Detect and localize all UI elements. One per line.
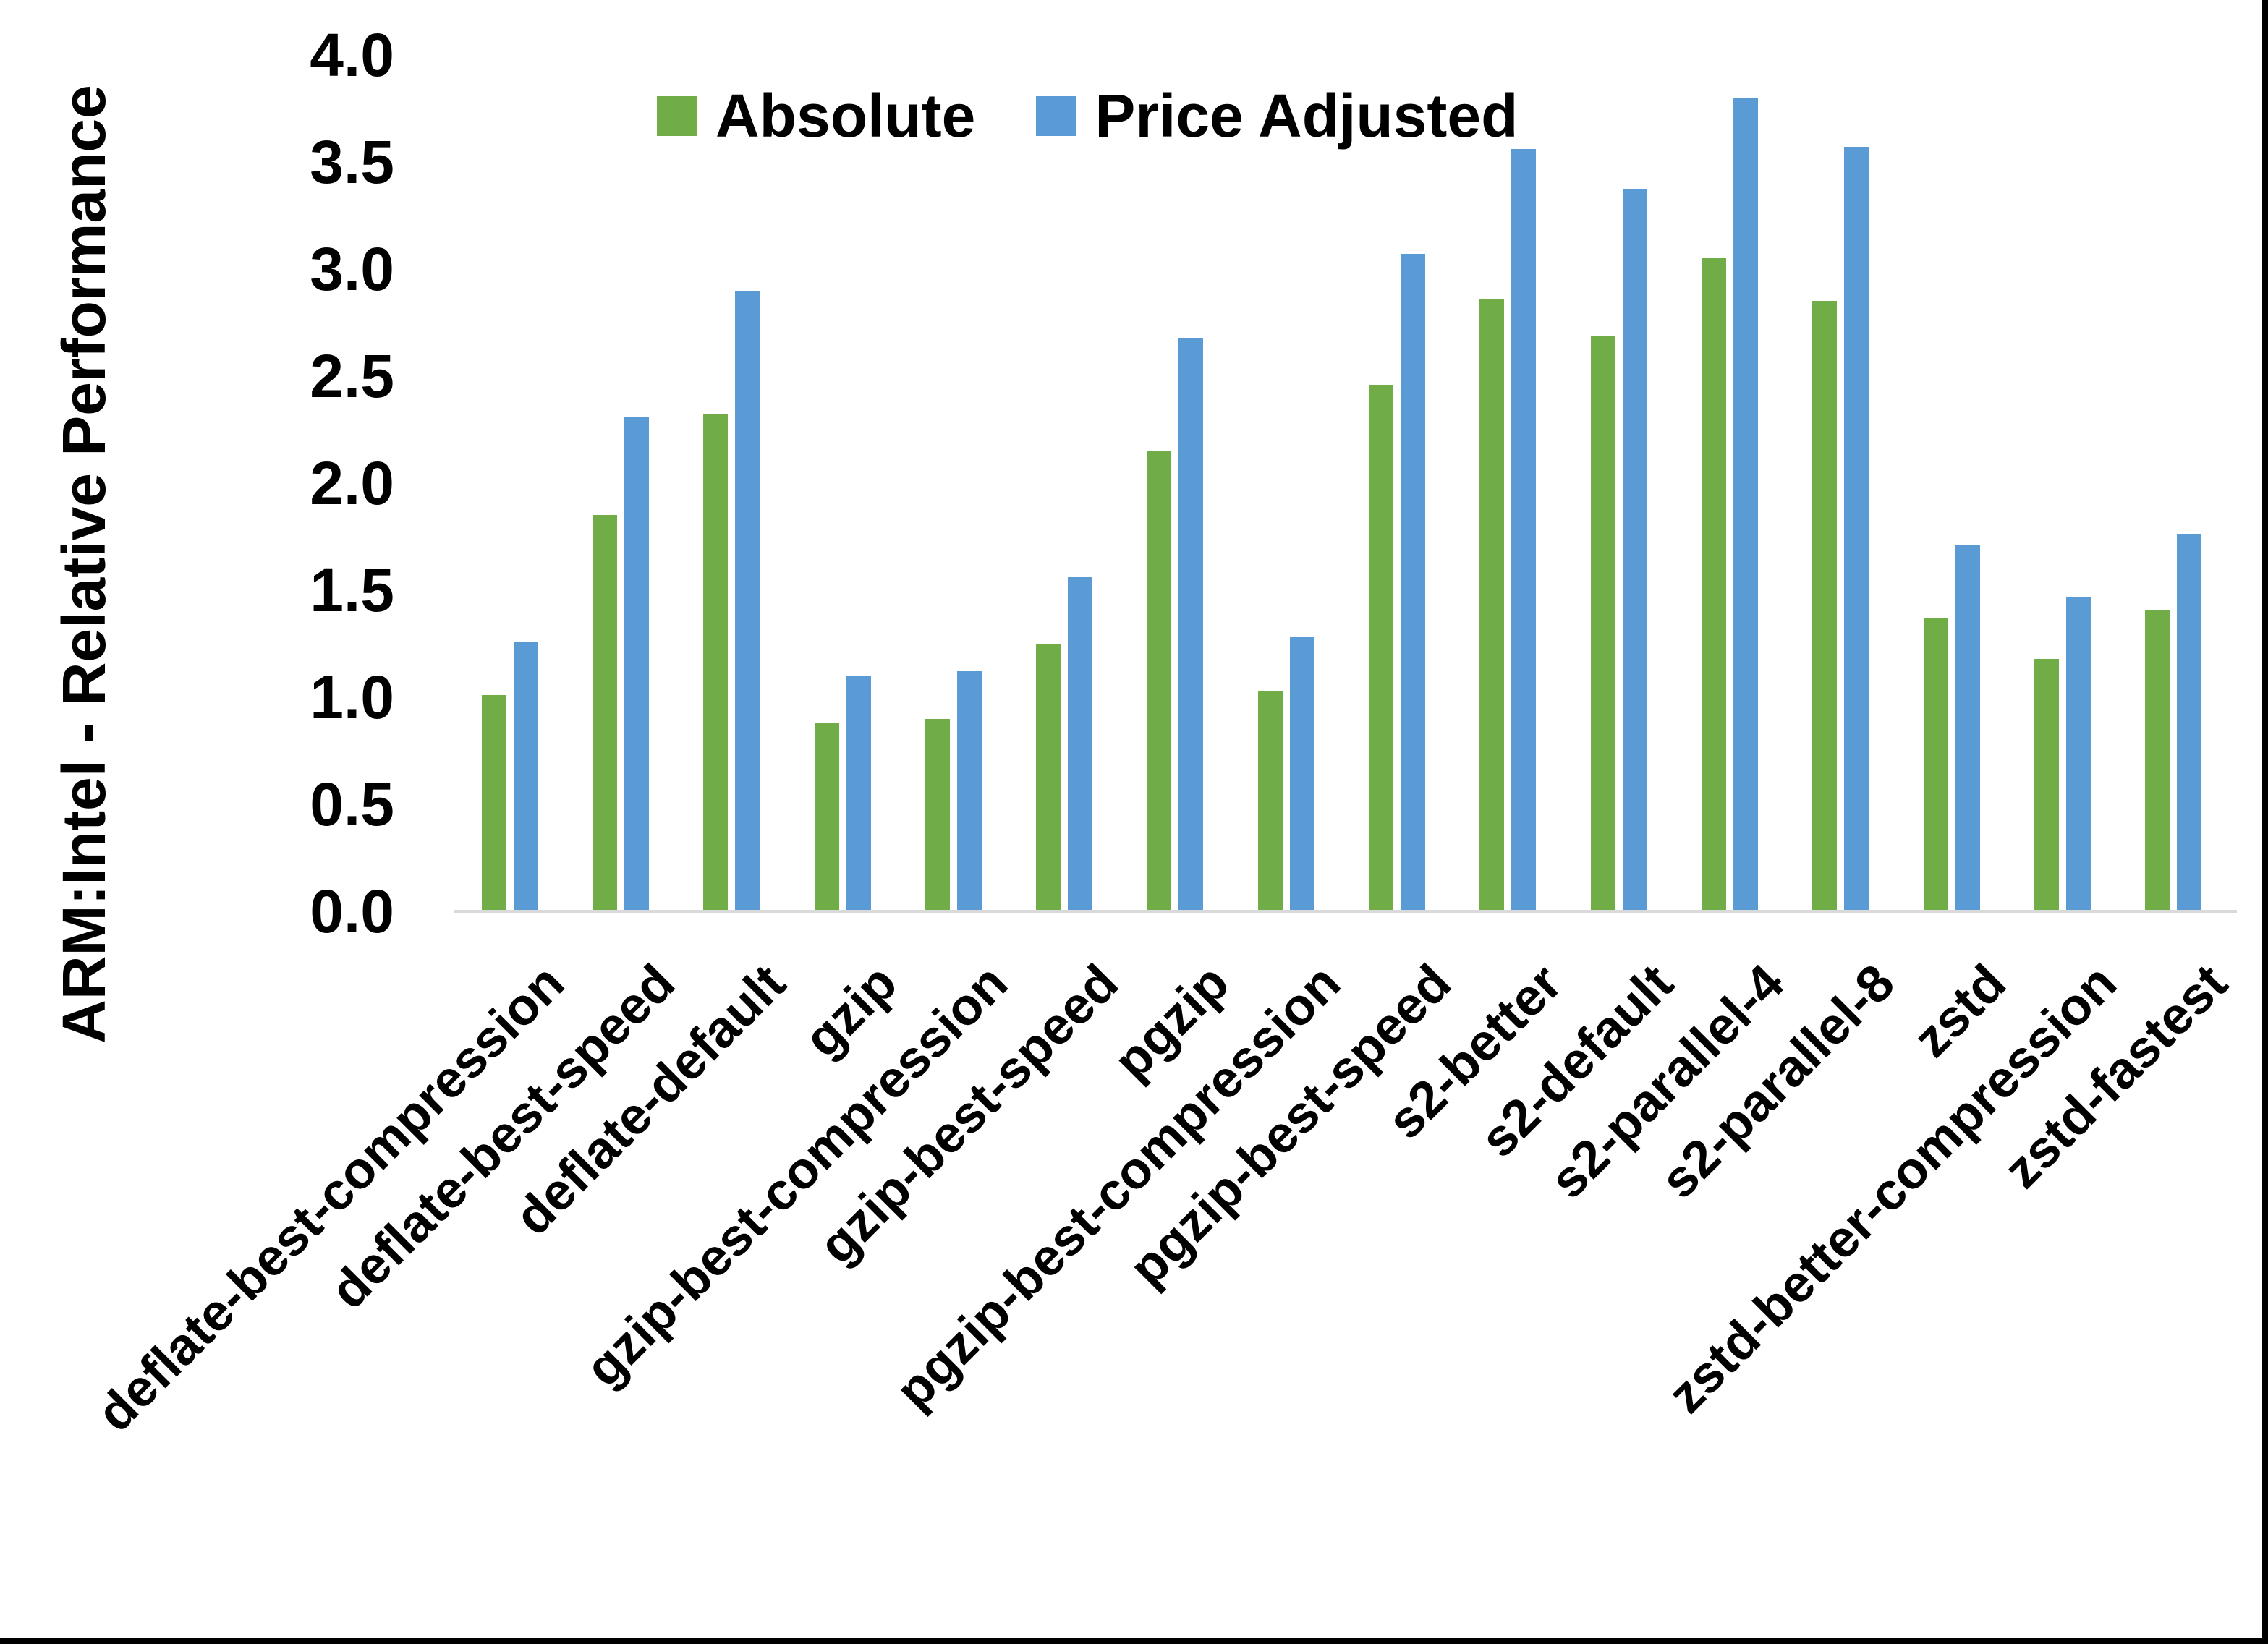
bar-absolute: [1147, 451, 1172, 911]
bar-price-adjusted: [2065, 597, 2091, 911]
legend-label-price-adjusted: Price Adjusted: [1095, 82, 1519, 150]
bar-absolute: [1257, 691, 1283, 911]
bar-absolute: [1369, 385, 1394, 911]
bar-group: [565, 55, 676, 911]
bar-price-adjusted: [735, 291, 760, 911]
bar-group: [2007, 55, 2118, 911]
bar-absolute: [1812, 301, 1838, 911]
bar-price-adjusted: [846, 676, 871, 911]
y-tick-label: 2.5: [310, 342, 394, 410]
legend-item-price-adjusted: Price Adjusted: [1036, 76, 1518, 156]
bar-group: [1563, 55, 1674, 911]
bar-price-adjusted: [1511, 149, 1537, 911]
plot-area: [454, 55, 2237, 911]
legend: Absolute Price Adjusted: [657, 76, 1518, 156]
bar-absolute: [1479, 299, 1505, 911]
bar-absolute: [1701, 258, 1726, 911]
y-tick-label: 0.5: [310, 770, 394, 838]
bar-group: [787, 55, 898, 911]
bar-group: [1231, 55, 1341, 911]
bar-price-adjusted: [1068, 577, 1093, 911]
bar-absolute: [1923, 618, 1948, 911]
bar-group: [1453, 55, 1563, 911]
bar-absolute: [814, 723, 839, 911]
bar-absolute: [592, 515, 617, 911]
bar-group: [1009, 55, 1120, 911]
bar-group: [1674, 55, 1785, 911]
bar-group: [1341, 55, 1452, 911]
bar-price-adjusted: [1289, 637, 1314, 911]
bar-absolute: [2034, 659, 2059, 911]
bar-group: [2118, 55, 2229, 911]
legend-swatch-price-adjusted: [1036, 95, 1076, 136]
bar-price-adjusted: [624, 417, 649, 911]
bar-absolute: [481, 695, 506, 911]
bar-group: [1120, 55, 1231, 911]
bar-group: [454, 55, 565, 911]
x-axis-line: [454, 910, 2237, 913]
screenshot-right-border: [2262, 0, 2268, 1644]
bar-price-adjusted: [1733, 98, 1758, 911]
y-tick-label: 0.0: [310, 877, 394, 945]
screenshot-bottom-border: [0, 1638, 2268, 1644]
bar-price-adjusted: [1844, 147, 1869, 911]
y-tick-label: 3.0: [310, 235, 394, 303]
legend-label-absolute: Absolute: [715, 82, 976, 150]
bar-price-adjusted: [2177, 534, 2202, 911]
y-tick-label: 2.0: [310, 449, 394, 517]
bar-price-adjusted: [1401, 254, 1426, 911]
bar-absolute: [1590, 336, 1615, 911]
bar-price-adjusted: [1178, 338, 1204, 911]
y-axis-title: ARM:Intel - Relative Performance: [50, 85, 118, 1044]
bar-price-adjusted: [513, 642, 538, 911]
bar-price-adjusted: [1955, 545, 1980, 911]
y-tick-label: 1.5: [310, 556, 394, 624]
y-tick-label: 1.0: [310, 663, 394, 731]
bar-price-adjusted: [1622, 189, 1647, 911]
bar-absolute: [1036, 644, 1061, 911]
bar-absolute: [2145, 610, 2170, 911]
legend-item-absolute: Absolute: [657, 76, 975, 156]
bar-group: [1785, 55, 1896, 911]
bar-absolute: [925, 719, 950, 911]
bar-group: [898, 55, 1008, 911]
y-tick-label: 4.0: [310, 21, 394, 89]
bar-price-adjusted: [956, 671, 982, 911]
bar-group: [1896, 55, 2007, 911]
y-tick-label: 3.5: [310, 128, 394, 196]
bar-group: [676, 55, 787, 911]
legend-swatch-absolute: [657, 95, 697, 136]
bar-absolute: [703, 414, 729, 911]
